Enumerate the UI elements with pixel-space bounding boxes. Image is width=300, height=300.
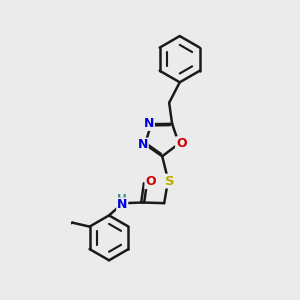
Text: O: O bbox=[176, 137, 187, 150]
Text: O: O bbox=[145, 175, 156, 188]
Text: H: H bbox=[117, 194, 127, 206]
Text: N: N bbox=[144, 117, 154, 130]
Text: S: S bbox=[165, 175, 174, 188]
Text: N: N bbox=[117, 198, 128, 211]
Text: N: N bbox=[137, 138, 148, 152]
